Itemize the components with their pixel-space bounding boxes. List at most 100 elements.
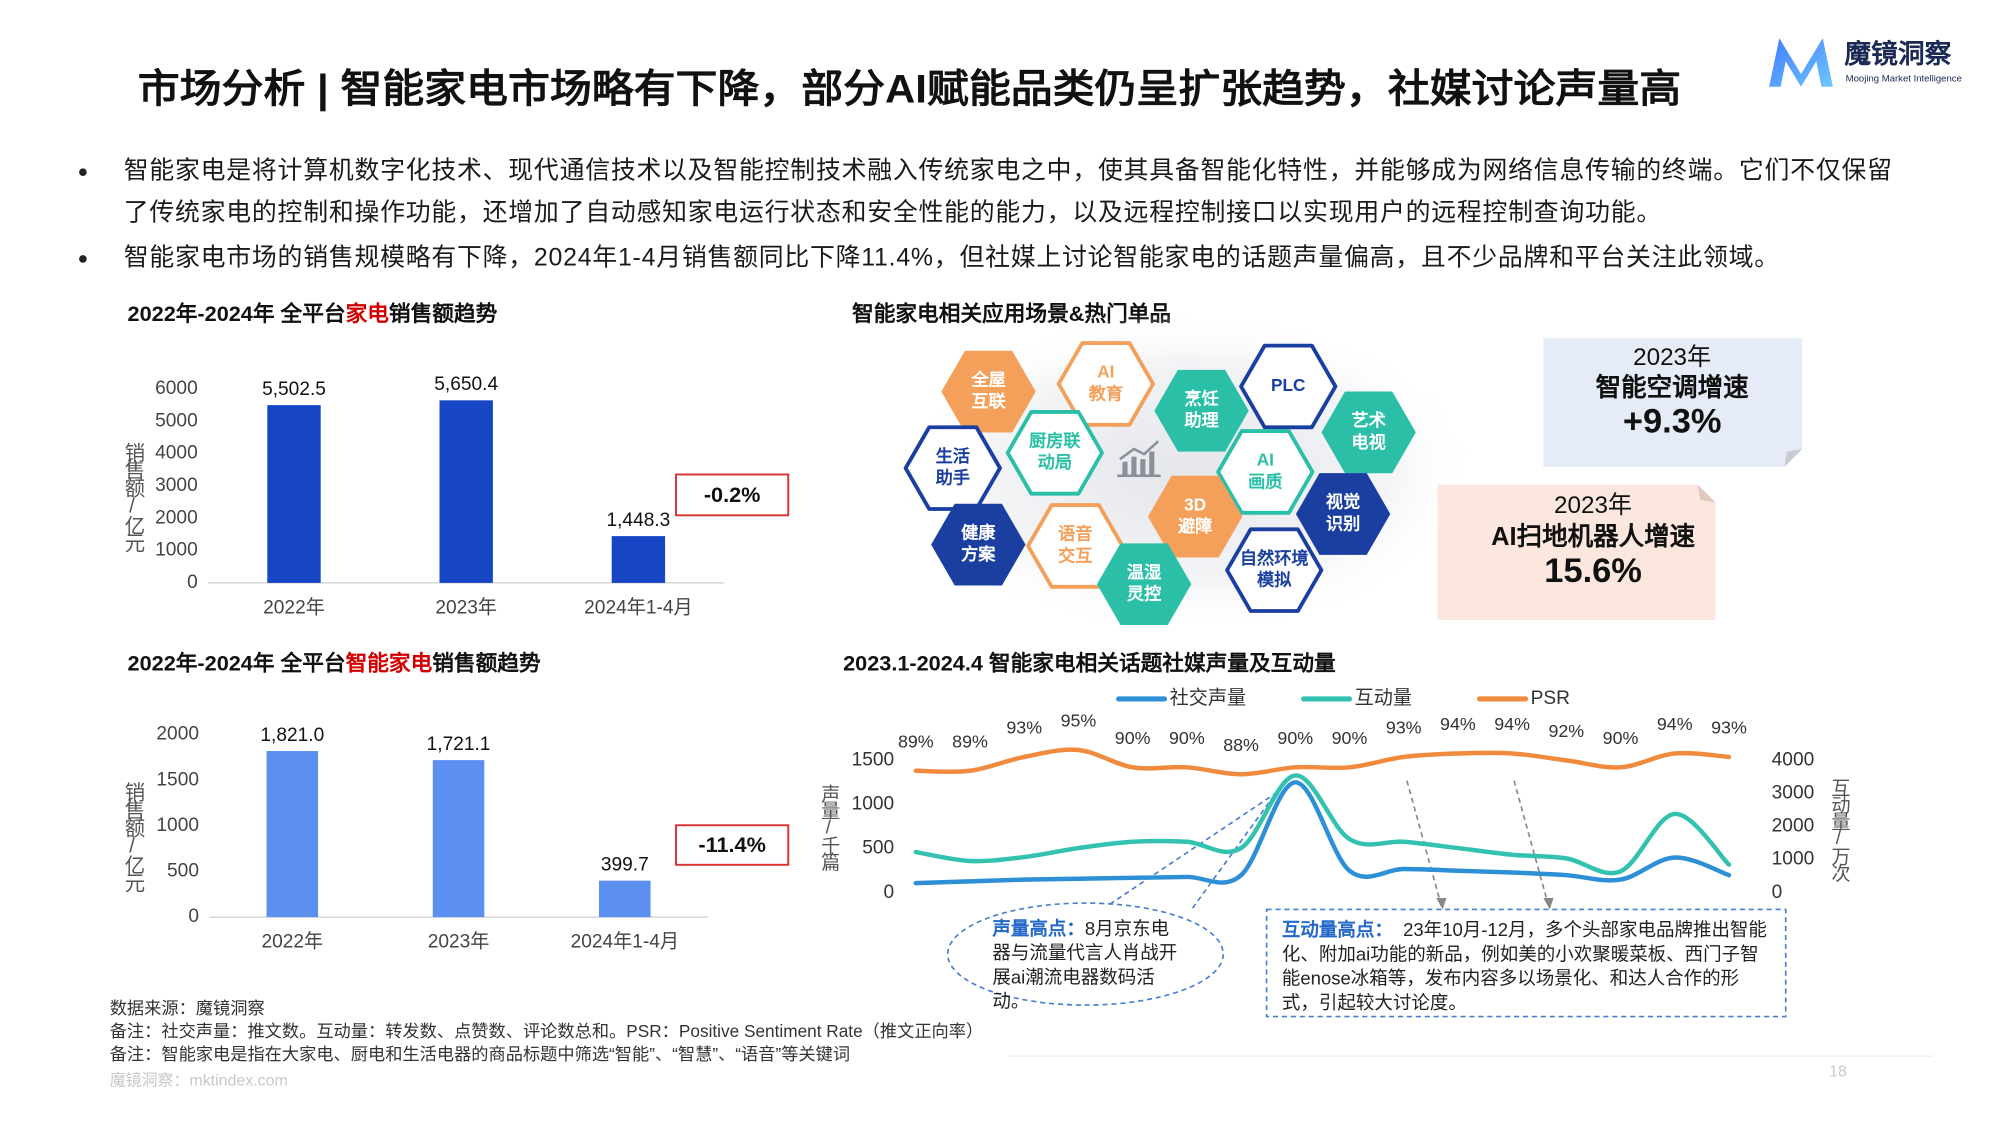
scene-label: 自然环境 [1240, 548, 1309, 568]
bar [267, 405, 321, 583]
value-label: 90% [1277, 728, 1313, 748]
bullet: 智能家电市场的销售规模略有下降，2024年1-4月销售额同比下降11.4%，但社… [79, 237, 1903, 279]
callout-text: 8月京东电器与流量代言人肖战开展ai潮流电器数码活动。 [992, 919, 1178, 1013]
bullet-text: 智能家电市场的销售规模略有下降，2024年1-4月销售额同比下降11.4%，但社… [123, 243, 1780, 272]
scene-hexagon [1147, 475, 1243, 558]
scene-label: 助理 [1184, 410, 1218, 430]
highlight-text: +9.3% [1623, 403, 1722, 441]
scene-label: 识别 [1326, 513, 1360, 533]
y2-tick-label: 4000 [1772, 749, 1815, 770]
bullet-text: 智能家电是将计算机数字化技术、现代通信技术以及智能控制技术融入传统家电之中，使其… [123, 156, 1893, 228]
annotation: -0.2% [704, 482, 761, 507]
scene-hexagon [1216, 429, 1315, 515]
y2-tick-label: 1000 [1772, 849, 1815, 870]
y-tick-label: 0 [188, 906, 199, 927]
value-label: 94% [1440, 714, 1476, 734]
scene-hexagon [1321, 391, 1416, 474]
annotation-box [675, 473, 790, 517]
scene-label: 避障 [1178, 516, 1212, 536]
scene-label: 健康 [961, 522, 996, 542]
value-label: 5,650.4 [434, 374, 498, 395]
scene-label: 厨房联 [1029, 431, 1081, 451]
scene-label: 画质 [1248, 471, 1282, 491]
y-tick-label: 1500 [156, 769, 199, 790]
value-label: 93% [1711, 718, 1747, 738]
callout-heading: 声量高点： [992, 919, 1085, 941]
value-label: 5,502.5 [262, 379, 326, 400]
y-tick-label: 500 [167, 861, 199, 882]
scene-label: 艺术 [1351, 410, 1386, 430]
series-line [913, 780, 1732, 886]
y-tick-label: 4000 [155, 443, 198, 464]
scene-hexagon [1056, 341, 1155, 427]
scene-label: 语音 [1058, 524, 1092, 544]
note: 数据来源：魔镜洞察 [109, 998, 265, 1018]
scene-label: PLC [1271, 375, 1305, 395]
scene-label: 电视 [1351, 432, 1385, 452]
highlight-text: AI扫地机器人增速 [1491, 522, 1696, 551]
highlight-text: 2023年 [1633, 344, 1711, 371]
note: 备注：社交声量：推文数。互动量：转发数、点赞数、评论数总和。PSR：Positi… [109, 1021, 984, 1041]
value-label: 89% [952, 731, 988, 751]
chart-title-part: 销售额趋势 [432, 650, 541, 675]
x-tick-label: 2024年1-4月 [584, 596, 692, 618]
value-label: 1,448.3 [606, 510, 670, 531]
scene-label: AI [1097, 362, 1114, 382]
chart-title-part: 智能家电 [346, 650, 433, 675]
scene-label: 互联 [971, 391, 1006, 411]
x-tick-label: 2023年 [435, 596, 497, 618]
scene-label: AI [1257, 450, 1274, 470]
callout: 声量高点：8月京东电器与流量代言人肖战开展ai潮流电器数码活动。 [992, 918, 1186, 1015]
y-tick-label: 500 [862, 838, 894, 859]
scene-hexagon [1154, 369, 1249, 452]
value-label: 1,721.1 [427, 734, 491, 755]
chart-title-part: 销售额趋势 [389, 301, 498, 326]
y-tick-label: 0 [883, 882, 894, 903]
logo-tagline: Moojing Market Intelligence [1846, 74, 1962, 85]
y-tick-label: 1000 [155, 540, 198, 561]
value-label: 399.7 [601, 854, 649, 875]
y-tick-label: 2000 [156, 724, 199, 745]
scene-label: 生活 [936, 446, 970, 466]
value-label: 1,821.0 [260, 725, 324, 746]
value-label: 89% [898, 731, 934, 751]
x-tick-label: 2023年 [428, 931, 490, 953]
center-icon [1117, 440, 1161, 478]
callout-shapes [946, 780, 1787, 1018]
annotation: -11.4% [698, 832, 765, 857]
slide-title: 市场分析 | 智能家电市场略有下降，部分AI赋能品类仍呈扩张趋势，社媒讨论声量高 [138, 67, 1681, 111]
scene-hexagon [1225, 527, 1324, 613]
callout: 互动量高点： 23年10月-12月，多个头部家电品牌推出智能化、附加ai功能的新… [1282, 920, 1769, 1017]
y-tick-label: 2000 [155, 507, 198, 528]
scene-label: 助手 [936, 468, 970, 488]
highlight-box [1543, 338, 1803, 467]
scene-hexagon [1005, 410, 1104, 496]
y2-axis-label: 互动量/万次 [1828, 778, 1851, 882]
y-tick-label: 1000 [852, 793, 895, 814]
chart-title: 2022年-2024年 全平台家电销售额趋势 [128, 301, 498, 326]
legend-label: 互动量 [1355, 687, 1412, 709]
scene-hexagon [1295, 473, 1391, 555]
value-label: 90% [1169, 728, 1205, 748]
y2-tick-label: 0 [1772, 882, 1783, 903]
bar [266, 751, 319, 918]
scene-label: 模拟 [1257, 570, 1292, 590]
x-tick-label: 2022年 [261, 931, 323, 953]
chart-title-part: 2022年-2024年 全平台 [128, 650, 346, 675]
legend-label: PSR [1531, 688, 1570, 709]
scene-label: 交互 [1058, 545, 1092, 565]
value-label: 94% [1494, 714, 1530, 734]
scene-hexagon [1239, 343, 1338, 430]
value-label: 90% [1115, 728, 1151, 748]
scene-hexagon [931, 503, 1026, 586]
scene-label: 教育 [1089, 383, 1123, 403]
value-label: 95% [1061, 711, 1097, 731]
y-tick-label: 6000 [155, 378, 198, 399]
y-tick-label: 3000 [155, 475, 198, 496]
y-tick-label: 0 [187, 572, 198, 593]
highlight-text: 2023年 [1554, 492, 1632, 519]
scene-label: 视觉 [1326, 492, 1360, 512]
scene-label: 温湿 [1127, 562, 1161, 582]
chart-title-part: 家电 [346, 301, 390, 326]
